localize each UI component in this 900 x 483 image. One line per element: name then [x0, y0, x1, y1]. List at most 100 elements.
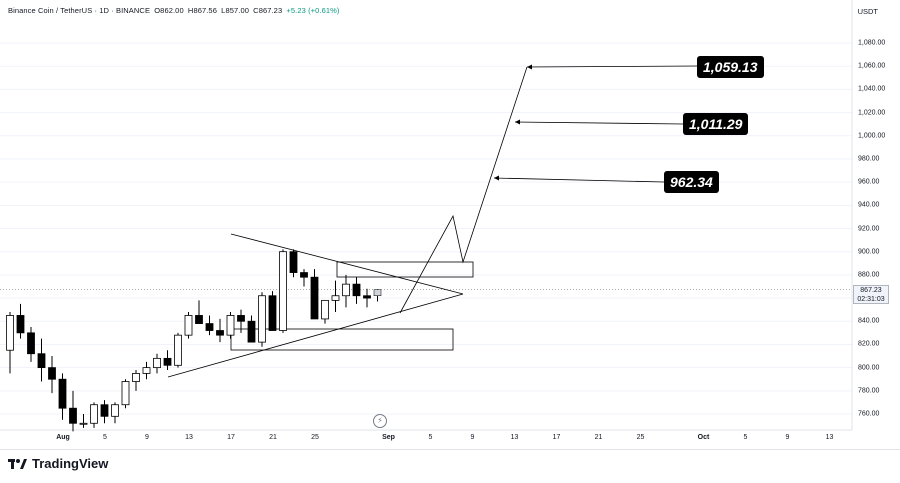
- target-line-1: [526, 65, 698, 68]
- candle: [195, 300, 203, 324]
- target-line-3: [493, 177, 665, 183]
- x-tick-label: Aug: [56, 434, 70, 441]
- candle: [27, 327, 35, 362]
- y-tick-label: 1,000.00: [858, 132, 886, 140]
- candle: [37, 338, 46, 382]
- x-tick-label: 5: [743, 434, 748, 441]
- candle-body: [300, 272, 308, 278]
- candle-body: [237, 315, 245, 322]
- candle: [331, 280, 340, 312]
- candle-body: [48, 367, 56, 380]
- target-label-2: 1,011.29: [683, 113, 749, 135]
- candle-body: [321, 299, 329, 320]
- y-tick-label: 1,020.00: [858, 109, 886, 117]
- legend-low: L857.00: [221, 6, 249, 15]
- candle: [184, 311, 193, 339]
- x-tick-label: 9: [145, 434, 149, 441]
- candle: [310, 269, 319, 320]
- candle-body: [16, 315, 25, 334]
- candle: [289, 249, 298, 278]
- y-tick-label: 980.00: [858, 155, 880, 163]
- legend-symbol: Binance Coin / TetherUS · 1D · BINANCE: [8, 6, 151, 15]
- candle-body: [247, 320, 256, 343]
- candle-body: [279, 251, 287, 331]
- candle-body: [69, 407, 77, 424]
- y-tick-label: 1,040.00: [858, 85, 886, 93]
- bar-countdown: 02:31:03: [857, 296, 885, 303]
- candle: [163, 350, 172, 370]
- support-zone: [230, 328, 454, 351]
- x-tick-label: 25: [636, 434, 645, 441]
- candle-body: [289, 251, 298, 273]
- x-tick-label: 13: [825, 434, 834, 441]
- candle: [300, 269, 308, 287]
- candle: [121, 379, 130, 409]
- candle-body: [195, 315, 203, 324]
- candle-body: [111, 404, 119, 417]
- candle: [79, 414, 88, 428]
- candle-body: [163, 357, 172, 366]
- candles-layer: [6, 249, 382, 432]
- candle: [132, 369, 140, 391]
- candle-body: [132, 373, 140, 382]
- candle-body: [6, 315, 14, 351]
- replay-icon[interactable]: ⚡: [373, 414, 387, 428]
- tradingview-logo-icon: [8, 458, 27, 469]
- x-tick-label: 21: [269, 434, 277, 441]
- legend-close: C867.23: [253, 6, 283, 15]
- resistance-zone: [336, 261, 474, 278]
- quote-currency[interactable]: USDT: [857, 7, 878, 16]
- candle-body: [79, 422, 88, 425]
- candle: [268, 291, 277, 331]
- candle: [363, 288, 371, 308]
- candle: [90, 402, 98, 428]
- x-tick-label: 17: [227, 434, 235, 441]
- x-tick-label: Sep: [382, 434, 395, 441]
- x-tick-label: 9: [470, 434, 475, 441]
- y-tick-label: 1,060.00: [858, 62, 886, 70]
- candle: [258, 292, 266, 347]
- candle: [111, 402, 119, 424]
- candle: [58, 373, 67, 420]
- candle-body: [174, 334, 182, 366]
- y-tick-label: 1,080.00: [858, 39, 886, 47]
- candle: [373, 289, 382, 302]
- candle: [16, 303, 25, 339]
- candle-body: [184, 315, 193, 336]
- candle-body: [373, 289, 382, 296]
- tradingview-logo[interactable]: TradingView: [8, 456, 108, 471]
- x-tick-label: 5: [103, 434, 107, 441]
- projection-path: [399, 66, 528, 314]
- candle-body: [205, 323, 214, 331]
- y-tick-label: 960.00: [858, 178, 880, 186]
- candle-body: [342, 283, 350, 297]
- x-tick-label: 17: [552, 434, 561, 441]
- candle: [153, 353, 161, 374]
- y-tick-label: 820.00: [858, 340, 880, 348]
- current-price-tag: 867.23 02:31:03: [853, 285, 889, 304]
- candle-body: [100, 404, 109, 417]
- target-label-1: 1,059.13: [697, 56, 764, 78]
- y-tick-label: 900.00: [858, 248, 880, 256]
- legend-high: H867.56: [187, 6, 217, 15]
- legend-change: +5.23 (+0.61%): [286, 6, 340, 15]
- footer-divider: [0, 449, 900, 450]
- target-arrowhead-2: [515, 119, 520, 125]
- candle-body: [331, 295, 340, 301]
- candle: [342, 274, 350, 308]
- target-arrowhead-3: [494, 175, 499, 181]
- candle: [174, 332, 182, 368]
- candle-body: [226, 315, 235, 336]
- candle: [216, 318, 224, 343]
- y-tick-label: 760.00: [858, 410, 880, 418]
- chart-drawings: [0, 64, 852, 378]
- candle-body: [142, 367, 151, 374]
- chart-grid: [0, 0, 853, 431]
- y-tick-label: 920.00: [858, 225, 880, 232]
- candle-body: [58, 378, 67, 409]
- target-label-3: 962.34: [664, 171, 719, 193]
- candle: [48, 356, 56, 394]
- candle-body: [268, 295, 277, 331]
- candle: [6, 311, 14, 374]
